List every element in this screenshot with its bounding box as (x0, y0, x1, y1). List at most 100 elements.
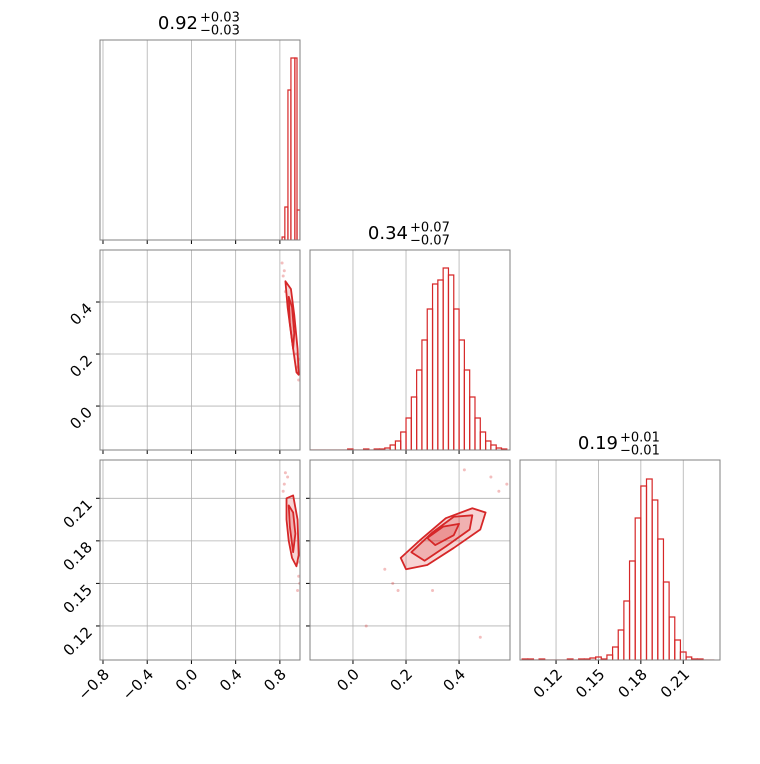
title-minus: −0.01 (620, 444, 660, 459)
sample-point (281, 274, 285, 278)
hist-step (400, 431, 407, 450)
hist-step (634, 517, 642, 660)
hist-step (484, 440, 492, 450)
hist-step (490, 444, 497, 450)
hist-step (606, 654, 614, 660)
panel-marks (521, 478, 715, 660)
hist-step (389, 444, 397, 450)
hist-step (447, 274, 455, 450)
hist-step (463, 369, 471, 450)
hist-step (623, 600, 631, 660)
panel-marks (281, 57, 300, 240)
panel-marks (364, 468, 509, 639)
y-tick-label: 0.15 (60, 581, 96, 617)
x-tick-label: 0.0 (172, 665, 202, 695)
x-tick-label: 0.2 (386, 665, 416, 695)
title-value: 0.92 (158, 13, 198, 34)
hist-step (651, 499, 659, 660)
axes-frame (309, 459, 511, 661)
hist-step (662, 581, 670, 660)
hist-step (426, 308, 434, 450)
hist-step (394, 440, 402, 450)
hist-step (611, 646, 619, 660)
hist-step (421, 339, 428, 450)
hist-step (674, 639, 682, 660)
sample-point (489, 475, 493, 479)
hist-step (416, 369, 423, 450)
sample-point (296, 588, 300, 592)
sample-point (431, 588, 435, 592)
title-plus: +0.01 (620, 431, 660, 446)
y-tick-label: 0.4 (66, 299, 96, 329)
sample-point (297, 574, 300, 578)
hist-step (410, 396, 418, 450)
hist-step (453, 308, 460, 450)
axes-frame (99, 459, 301, 661)
hist-step (296, 209, 300, 240)
x-tick-label: 0.4 (439, 665, 469, 695)
sample-point (478, 635, 482, 639)
title-minus: −0.07 (410, 234, 450, 249)
sample-point (396, 588, 400, 592)
x-tick-label: 0.18 (615, 665, 651, 701)
hist-step (437, 279, 444, 450)
sample-point (383, 567, 387, 571)
x-tick-label: 0.4 (216, 665, 246, 695)
hist-step (657, 538, 665, 660)
x-tick-label: 0.21 (657, 665, 693, 701)
y-tick-label: 0.2 (66, 351, 96, 381)
title-plus: +0.03 (200, 11, 240, 26)
x-tick-label: 0.8 (260, 665, 290, 695)
y-tick-label: 0.12 (60, 623, 96, 659)
panel-marks (280, 261, 300, 382)
sample-point (280, 261, 284, 265)
sample-point (283, 471, 287, 475)
axes-frame (99, 249, 301, 451)
x-tick-label: −0.4 (119, 665, 157, 703)
axes-frame (309, 249, 511, 451)
hist-step (442, 267, 450, 450)
hist-step (431, 283, 439, 450)
hist-step (645, 478, 653, 660)
y-tick-label: 0.21 (60, 496, 96, 532)
title-value: 0.19 (578, 433, 618, 454)
sample-point (505, 482, 509, 486)
hist-step (469, 396, 476, 450)
hist-step (479, 431, 487, 450)
sample-point (364, 624, 368, 628)
contour (287, 295, 296, 350)
x-tick-label: 0.15 (572, 665, 608, 701)
sample-point (297, 378, 300, 382)
hist-step (405, 417, 412, 450)
panel-marks (310, 267, 508, 450)
axes-frame (99, 39, 301, 241)
title-plus: +0.07 (410, 221, 450, 236)
contour (287, 504, 297, 554)
y-tick-label: 0.0 (66, 403, 96, 433)
hist-step (458, 339, 465, 450)
hist-step (294, 57, 298, 240)
contour (399, 507, 487, 571)
hist-step (679, 651, 687, 660)
hist-step (668, 616, 676, 660)
hist-step (474, 417, 481, 450)
x-tick-label: 0.0 (333, 665, 363, 695)
title-value: 0.34 (368, 223, 408, 244)
sample-point (286, 475, 290, 479)
hist-step (628, 560, 636, 660)
x-tick-label: 0.12 (530, 665, 566, 701)
hist-step (640, 485, 648, 660)
contour (426, 522, 460, 547)
axes-frame (519, 459, 721, 661)
sample-point (282, 269, 286, 273)
panel-marks (281, 471, 300, 592)
sample-point (391, 581, 395, 585)
title-minus: −0.03 (200, 24, 240, 39)
sample-point (497, 489, 501, 493)
hist-step (617, 629, 625, 660)
x-tick-label: −0.8 (75, 665, 113, 703)
sample-point (462, 468, 466, 472)
y-tick-label: 0.18 (60, 538, 96, 574)
sample-point (282, 482, 286, 486)
